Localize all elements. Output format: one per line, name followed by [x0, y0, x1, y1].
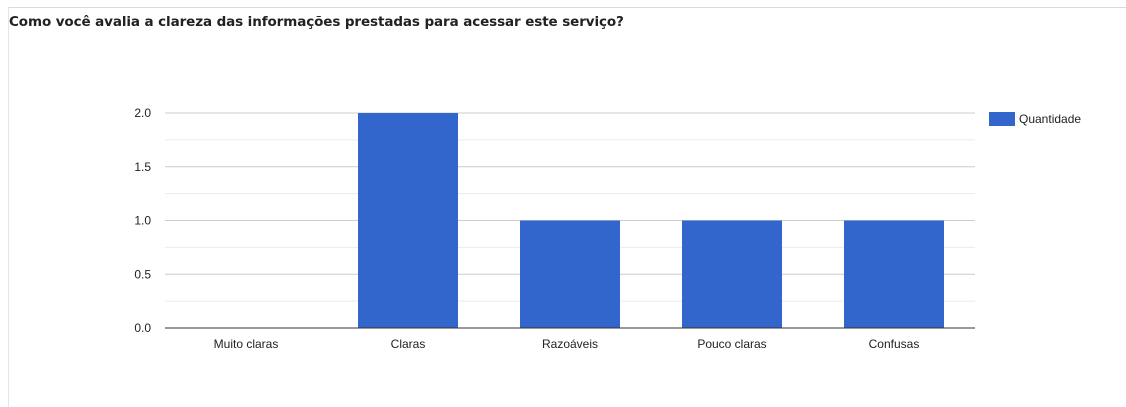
- x-category-label: Razoáveis: [542, 337, 598, 351]
- chart-card: [8, 7, 1126, 407]
- y-tick-label: 2.0: [134, 106, 151, 120]
- x-category-label: Claras: [391, 337, 426, 351]
- y-axis-ticks: 0.0 0.5 1.0 1.5 2.0: [134, 106, 151, 335]
- y-tick-label: 1.0: [134, 214, 151, 228]
- x-category-label: Confusas: [869, 337, 920, 351]
- bar-3[interactable]: [682, 220, 782, 329]
- y-tick-label: 0.0: [134, 321, 151, 335]
- legend-label: Quantidade: [1019, 112, 1081, 126]
- bars: [358, 113, 944, 328]
- bar-2[interactable]: [520, 220, 620, 329]
- y-tick-label: 1.5: [134, 160, 151, 174]
- bar-1[interactable]: [358, 113, 458, 328]
- chart-title: Como você avalia a clareza das informaçõ…: [9, 14, 624, 30]
- legend[interactable]: Quantidade: [989, 112, 1081, 126]
- x-category-label: Muito claras: [214, 337, 279, 351]
- y-tick-label: 0.5: [134, 267, 151, 281]
- x-category-label: Pouco claras: [697, 337, 766, 351]
- legend-swatch: [989, 112, 1015, 126]
- bar-4[interactable]: [844, 220, 944, 329]
- x-axis-categories: Muito claras Claras Razoáveis Pouco claras C…: [214, 337, 920, 351]
